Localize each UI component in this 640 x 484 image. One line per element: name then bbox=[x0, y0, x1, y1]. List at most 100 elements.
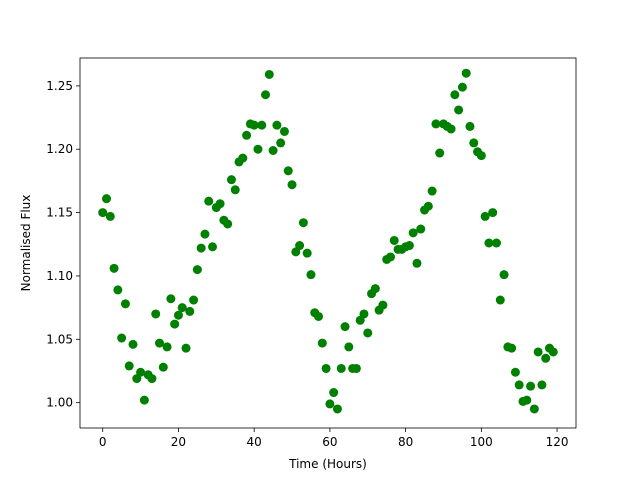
point bbox=[457, 82, 467, 92]
point bbox=[226, 175, 236, 185]
point bbox=[158, 362, 168, 372]
point bbox=[510, 367, 520, 377]
point bbox=[136, 367, 146, 377]
point bbox=[484, 238, 494, 248]
point bbox=[499, 270, 509, 280]
point bbox=[166, 294, 176, 304]
point bbox=[249, 120, 259, 130]
point bbox=[541, 353, 551, 363]
y-tick-label: 1.10 bbox=[46, 269, 73, 283]
x-tick-label: 60 bbox=[322, 435, 337, 449]
point bbox=[128, 339, 138, 349]
point bbox=[283, 166, 293, 176]
point bbox=[488, 208, 498, 218]
point bbox=[325, 399, 335, 409]
point bbox=[109, 263, 119, 273]
point bbox=[321, 363, 331, 373]
y-axis-label: Normalised Flux bbox=[19, 195, 33, 292]
point bbox=[204, 196, 214, 206]
point bbox=[514, 380, 524, 390]
point bbox=[124, 361, 134, 371]
point bbox=[480, 211, 490, 221]
point bbox=[196, 243, 206, 253]
point bbox=[476, 151, 486, 161]
point bbox=[306, 270, 316, 280]
y-tick-label: 1.15 bbox=[46, 206, 73, 220]
point bbox=[147, 374, 157, 384]
point bbox=[272, 120, 282, 130]
point bbox=[295, 241, 305, 251]
point bbox=[105, 211, 115, 221]
point bbox=[450, 90, 460, 100]
point bbox=[344, 342, 354, 352]
x-tick-label: 20 bbox=[171, 435, 186, 449]
point bbox=[336, 363, 346, 373]
point bbox=[314, 311, 324, 321]
point bbox=[257, 120, 267, 130]
point bbox=[238, 153, 248, 163]
point bbox=[117, 333, 127, 343]
point bbox=[170, 319, 180, 329]
point bbox=[529, 404, 539, 414]
point bbox=[359, 309, 369, 319]
point bbox=[181, 343, 191, 353]
point bbox=[242, 130, 252, 140]
point bbox=[139, 395, 149, 405]
point bbox=[446, 124, 456, 134]
plot-frame bbox=[79, 57, 577, 429]
point bbox=[317, 338, 327, 348]
x-tick-label: 80 bbox=[398, 435, 413, 449]
point bbox=[416, 224, 426, 234]
point bbox=[435, 148, 445, 158]
y-tick-label: 1.20 bbox=[46, 142, 73, 156]
point bbox=[491, 238, 501, 248]
point bbox=[431, 119, 441, 129]
point bbox=[98, 208, 108, 218]
point bbox=[363, 328, 373, 338]
point bbox=[412, 258, 422, 268]
point bbox=[548, 347, 558, 357]
point bbox=[120, 299, 130, 309]
point bbox=[200, 229, 210, 239]
point bbox=[215, 199, 225, 209]
y-tick-label: 1.00 bbox=[46, 396, 73, 410]
point bbox=[454, 105, 464, 115]
point bbox=[261, 90, 271, 100]
point bbox=[404, 241, 414, 251]
point bbox=[537, 380, 547, 390]
point bbox=[223, 219, 233, 229]
point bbox=[298, 218, 308, 228]
point bbox=[113, 285, 123, 295]
point bbox=[102, 194, 112, 204]
point bbox=[185, 306, 195, 316]
point bbox=[469, 138, 479, 148]
point bbox=[192, 265, 202, 275]
point bbox=[329, 388, 339, 398]
point bbox=[385, 252, 395, 262]
point bbox=[389, 235, 399, 245]
x-tick-label: 0 bbox=[99, 435, 107, 449]
point bbox=[423, 201, 433, 211]
point bbox=[264, 69, 274, 79]
point bbox=[162, 342, 172, 352]
point bbox=[208, 242, 218, 252]
point bbox=[526, 381, 536, 391]
point bbox=[302, 248, 312, 258]
point bbox=[340, 322, 350, 332]
point bbox=[427, 186, 437, 196]
point bbox=[522, 395, 532, 405]
point bbox=[370, 284, 380, 294]
point bbox=[276, 138, 286, 148]
point bbox=[253, 144, 263, 154]
x-tick-label: 120 bbox=[546, 435, 569, 449]
y-tick-label: 1.05 bbox=[46, 332, 73, 346]
point bbox=[230, 185, 240, 195]
x-axis-label: Time (Hours) bbox=[288, 457, 367, 471]
point bbox=[461, 68, 471, 78]
point bbox=[332, 404, 342, 414]
point bbox=[465, 121, 475, 131]
point bbox=[495, 295, 505, 305]
point bbox=[189, 295, 199, 305]
point bbox=[408, 228, 418, 238]
point bbox=[533, 347, 543, 357]
